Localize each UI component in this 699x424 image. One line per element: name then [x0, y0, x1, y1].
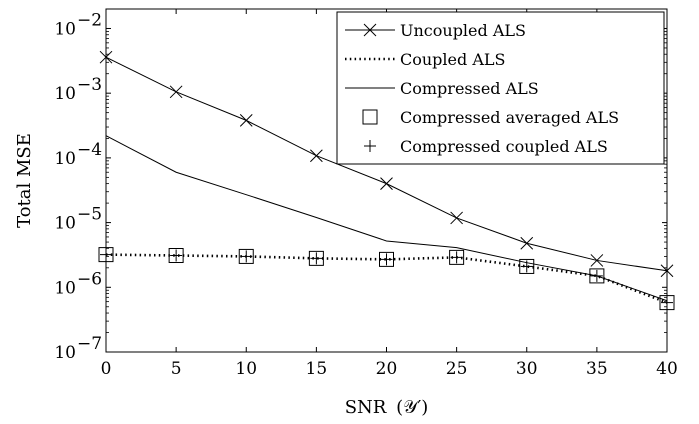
data-point	[450, 251, 463, 264]
x-marker-stroke	[380, 177, 393, 190]
x-tick-label: 5	[171, 359, 182, 379]
y-tick-label: 10	[54, 19, 76, 39]
legend-item: Compressed averaged ALS	[362, 108, 619, 127]
y-tick-exponent: −2	[77, 10, 102, 30]
legend-item: Compressed coupled ALS	[364, 137, 608, 156]
data-point	[239, 114, 253, 127]
data-point	[590, 254, 604, 267]
x-marker-stroke	[520, 236, 534, 250]
x-tick-label: 30	[516, 359, 538, 379]
data-point	[240, 250, 253, 263]
x-axis-label: SNR (𝒴′)	[345, 397, 429, 418]
data-point	[380, 177, 393, 190]
data-point	[168, 248, 184, 264]
y-tick-label: 10	[54, 343, 76, 363]
legend-item: Uncoupled ALS	[345, 21, 526, 40]
data-point	[520, 260, 533, 273]
data-point	[519, 258, 535, 274]
y-tick-label: 10	[54, 278, 76, 298]
x-axis-label-text: SNR	[345, 397, 387, 418]
x-axis-label-math: (𝒴′)	[396, 397, 428, 418]
data-point	[380, 253, 393, 266]
x-marker-stroke	[450, 211, 463, 225]
x-tick-label: 35	[586, 359, 608, 379]
data-point	[308, 250, 324, 266]
x-marker-stroke	[169, 85, 183, 99]
legend-label: Coupled ALS	[400, 50, 505, 69]
legend-label: Uncoupled ALS	[400, 21, 526, 40]
x-tick-label: 10	[235, 359, 257, 379]
data-point	[379, 251, 394, 267]
y-tick-exponent: −5	[77, 205, 102, 225]
y-tick-label: 10	[54, 214, 76, 234]
legend-marker	[362, 109, 378, 125]
y-tick-label: 10	[54, 149, 76, 169]
data-point	[310, 149, 323, 163]
legend-marker	[363, 23, 377, 37]
x-tick-label: 20	[376, 359, 398, 379]
x-marker-stroke	[590, 254, 604, 267]
data-point	[520, 236, 534, 250]
x-tick-label: 40	[656, 359, 678, 379]
data-point	[310, 252, 323, 265]
legend-item: Coupled ALS	[345, 50, 505, 69]
y-tick-label: 10	[54, 84, 76, 104]
legend-marker	[364, 140, 376, 152]
x-tick-label: 25	[446, 359, 468, 379]
y-tick-exponent: −6	[77, 269, 102, 289]
data-point	[589, 268, 605, 284]
y-axis-label: Total MSE	[14, 133, 35, 228]
series-line	[105, 135, 668, 302]
x-tick-label: 15	[306, 359, 328, 379]
legend: Uncoupled ALS Coupled ALS Compressed ALS Co…	[336, 11, 665, 165]
legend-label: Compressed ALS	[400, 79, 539, 98]
x-marker-stroke	[363, 23, 377, 37]
data-point	[449, 249, 465, 265]
legend-label: Compressed coupled ALS	[400, 137, 608, 156]
y-tick-exponent: −4	[77, 140, 102, 160]
data-point	[590, 269, 603, 282]
plot-marks	[98, 50, 675, 311]
x-tick-label: 0	[101, 359, 112, 379]
y-tick-exponent: −3	[77, 75, 102, 95]
data-point	[169, 85, 183, 99]
legend-item: Compressed ALS	[345, 79, 539, 98]
y-tick-exponent: −7	[77, 334, 102, 354]
series-3	[98, 247, 675, 311]
x-marker-stroke	[310, 149, 323, 163]
data-point	[170, 249, 183, 262]
x-marker-stroke	[239, 114, 253, 127]
data-point	[238, 248, 254, 264]
series-2	[105, 135, 668, 302]
legend-label: Compressed averaged ALS	[400, 108, 619, 127]
data-point	[450, 211, 463, 225]
